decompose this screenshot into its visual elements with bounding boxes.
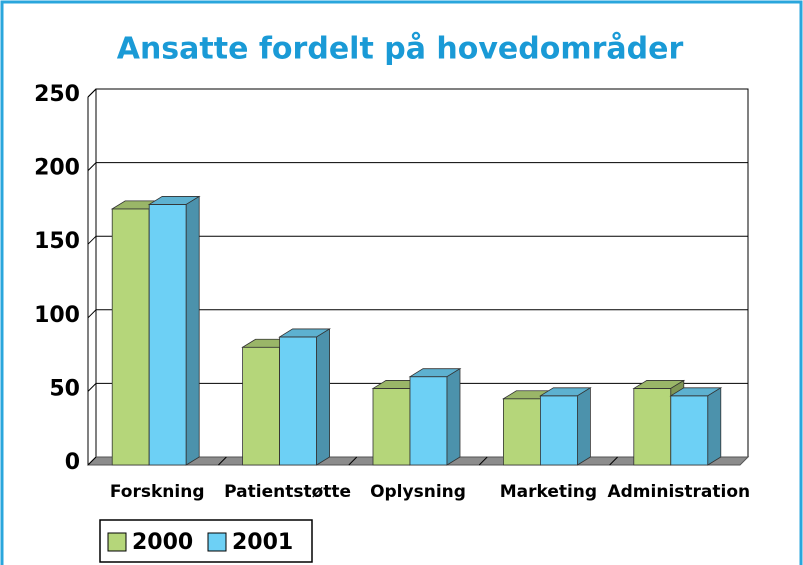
- bar-front: [409, 376, 448, 466]
- legend-label: 2001: [232, 530, 293, 555]
- bar-side: [316, 328, 331, 466]
- x-tick-label: Forskning: [110, 482, 205, 502]
- bar-front: [242, 346, 281, 466]
- y-tick-label: 100: [34, 303, 80, 328]
- bar: [538, 387, 592, 466]
- bar-front: [372, 388, 411, 466]
- bar: [408, 367, 462, 466]
- bar-front: [111, 208, 150, 466]
- y-tick-label: 0: [65, 450, 80, 475]
- grid-line: [87, 382, 748, 392]
- y-tick-label: 50: [49, 376, 80, 401]
- x-tick-label: Oplysning: [370, 482, 466, 502]
- bar-side: [446, 367, 461, 466]
- grid-line: [87, 309, 748, 319]
- bar-front: [540, 395, 578, 466]
- bar-side: [577, 387, 591, 466]
- legend-label: 2000: [132, 530, 193, 555]
- x-tick-label: Administration: [607, 482, 750, 502]
- y-tick-label: 200: [34, 156, 80, 181]
- x-tick: [87, 456, 97, 466]
- bar: [278, 328, 332, 466]
- bar-front: [279, 336, 318, 466]
- x-tick: [478, 456, 488, 466]
- bar-side: [707, 387, 722, 466]
- y-tick-label: 150: [34, 229, 80, 254]
- legend-swatch: [107, 532, 127, 552]
- grid-line: [87, 162, 748, 171]
- x-tick: [348, 456, 358, 466]
- grid-line: [87, 88, 748, 98]
- bar-side: [185, 195, 200, 466]
- y-tick-label: 250: [34, 82, 80, 107]
- bar-front: [502, 398, 541, 466]
- bar-front: [670, 395, 709, 466]
- bar: [147, 195, 201, 466]
- legend-swatch: [207, 532, 227, 552]
- x-tick: [609, 456, 618, 466]
- bar-front: [148, 204, 187, 466]
- bar-front: [633, 388, 672, 466]
- x-tick: [218, 456, 227, 466]
- legend-box: [99, 519, 313, 563]
- chart-title: Ansatte fordelt på hovedområder: [117, 31, 684, 67]
- x-tick-label: Patientstøtte: [224, 482, 351, 502]
- bar: [669, 387, 723, 466]
- grid-line: [87, 235, 748, 245]
- x-tick-label: Marketing: [500, 482, 597, 502]
